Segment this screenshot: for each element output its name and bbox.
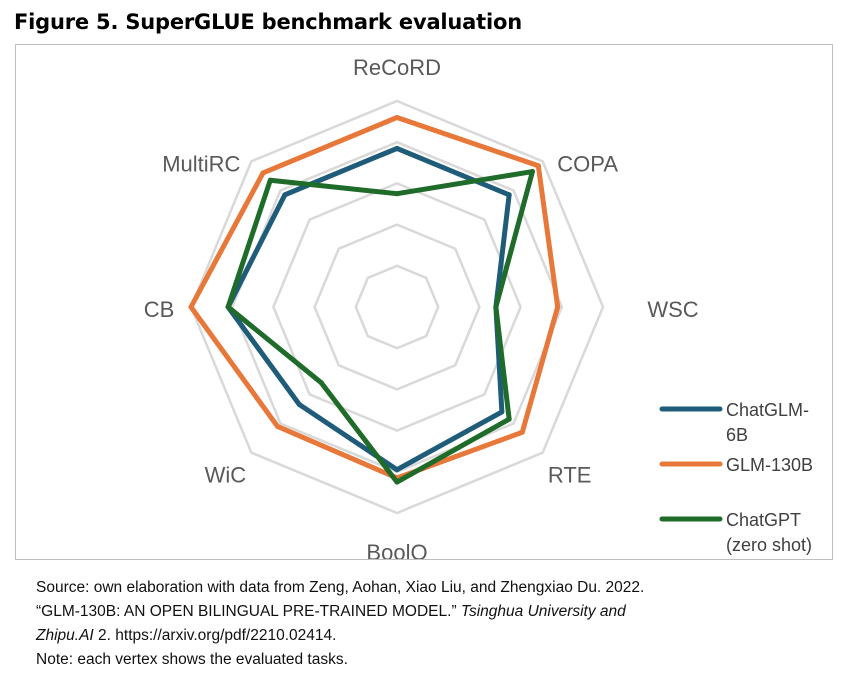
data-point-chatglm-6b-copa bbox=[506, 192, 512, 198]
journal-name-2: Zhipu.AI bbox=[36, 627, 94, 644]
axis-label-cb: CB bbox=[144, 297, 175, 322]
gridline-20 bbox=[354, 264, 440, 350]
figure-title: Figure 5. SuperGLUE benchmark evaluation bbox=[14, 10, 522, 34]
data-point-chatglm-6b-wic bbox=[296, 402, 302, 408]
data-point-chatgpt-zero-shot-wsc bbox=[493, 304, 499, 310]
axis-label-boolq: BoolQ bbox=[366, 540, 427, 559]
data-point-glm-130b-cb bbox=[188, 304, 194, 310]
data-point-chatglm-6b-record bbox=[394, 145, 400, 151]
data-point-chatgpt-zero-shot-copa bbox=[529, 169, 535, 175]
data-point-chatglm-6b-multirc bbox=[282, 192, 288, 198]
axis-label-wsc: WSC bbox=[647, 297, 698, 322]
data-point-chatgpt-zero-shot-rte bbox=[506, 416, 512, 422]
data-point-glm-130b-record bbox=[394, 114, 400, 120]
source-line-3: Zhipu.AI 2. https://arxiv.org/pdf/2210.0… bbox=[36, 624, 836, 648]
paper-title: “GLM-130B: AN OPEN BILINGUAL PRE-TRAINED… bbox=[36, 603, 457, 620]
data-point-glm-130b-wic bbox=[275, 423, 281, 429]
source-line-1: Source: own elaboration with data from Z… bbox=[36, 579, 645, 596]
journal-name-1: Tsinghua University and bbox=[460, 603, 626, 620]
data-point-chatglm-6b-boolq bbox=[394, 467, 400, 473]
legend-label-chatgpt-zero-shot-line-1: ChatGPT bbox=[726, 510, 801, 530]
data-point-chatglm-6b-rte bbox=[499, 409, 505, 415]
legend-label-chatgpt-zero-shot-line-2: (zero shot) bbox=[726, 535, 812, 555]
axis-label-multirc: MultiRC bbox=[162, 151, 240, 176]
axis-label-record: ReCoRD bbox=[353, 55, 441, 80]
data-point-chatgpt-zero-shot-wic bbox=[318, 380, 324, 386]
series-line-chatglm-6b bbox=[225, 145, 512, 473]
source-url: 2. https://arxiv.org/pdf/2210.02414. bbox=[93, 627, 337, 644]
legend-label-glm-130b: GLM-130B bbox=[726, 455, 813, 475]
data-point-chatgpt-zero-shot-boolq bbox=[394, 479, 400, 485]
data-point-glm-130b-multirc bbox=[260, 170, 266, 176]
legend-label-chatglm-6b-line-1: ChatGLM- bbox=[726, 400, 809, 420]
chart-frame: ReCoRD COPA WSC RTE BoolQ WiC CB MultiRC ChatGLM… bbox=[15, 44, 833, 560]
data-point-glm-130b-rte bbox=[519, 429, 525, 435]
data-point-chatgpt-zero-shot-cb bbox=[225, 304, 231, 310]
data-point-glm-130b-copa bbox=[535, 163, 541, 169]
axis-label-wic: WiC bbox=[205, 463, 247, 488]
source-notes: Source: own elaboration with data from Z… bbox=[36, 576, 836, 672]
gridline-100 bbox=[189, 99, 605, 515]
gridline-40 bbox=[313, 223, 481, 391]
note-line: Note: each vertex shows the evaluated ta… bbox=[36, 651, 348, 668]
data-point-chatgpt-zero-shot-multirc bbox=[267, 177, 273, 183]
data-point-glm-130b-wsc bbox=[555, 304, 561, 310]
legend-label-chatglm-6b-line-2: 6B bbox=[726, 425, 748, 445]
data-point-chatgpt-zero-shot-record bbox=[394, 191, 400, 197]
gridline-60 bbox=[272, 182, 522, 432]
radar-chart: ReCoRD COPA WSC RTE BoolQ WiC CB MultiRC ChatGLM… bbox=[144, 55, 813, 559]
source-line-2: “GLM-130B: AN OPEN BILINGUAL PRE-TRAINED… bbox=[36, 600, 836, 624]
axis-label-rte: RTE bbox=[548, 463, 592, 488]
axis-label-copa: COPA bbox=[557, 151, 618, 176]
